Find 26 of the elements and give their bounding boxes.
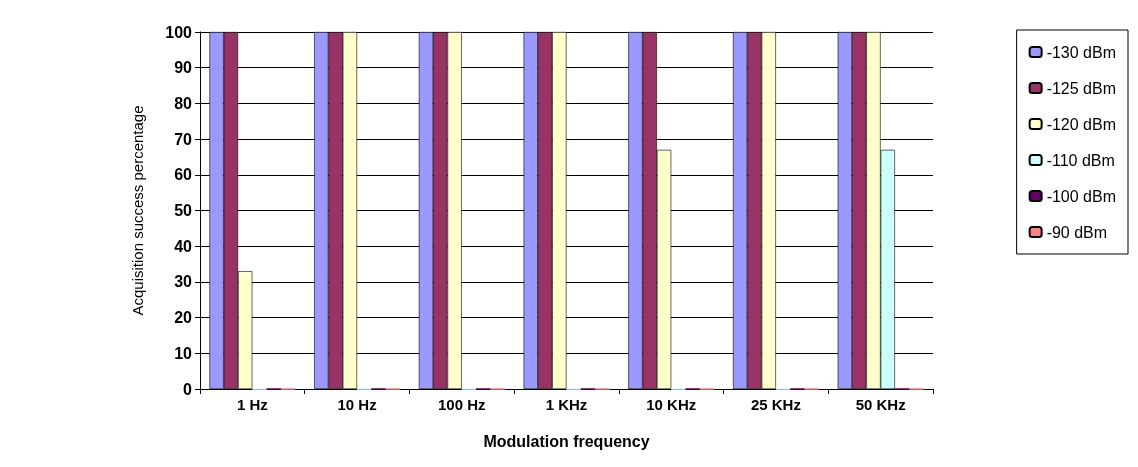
legend-label: -125 dBm [1046, 79, 1117, 97]
x-tick-label: 10 Hz [337, 396, 377, 413]
y-tick-label: 40 [174, 237, 193, 255]
x-axis-title: Modulation frequency [483, 432, 650, 450]
y-axis-title: Acquisition success percentage [129, 105, 146, 316]
y-tick-label: 90 [174, 59, 193, 77]
y-tick-label: 80 [174, 94, 193, 112]
y-tick-label: 50 [174, 202, 193, 219]
legend-label: -110 dBm [1046, 151, 1115, 169]
x-tick-label: 50 KHz [855, 396, 906, 413]
legend-label: -120 dBm [1046, 115, 1117, 133]
x-tick-label: 10 KHz [646, 396, 697, 413]
y-tick-label: 70 [174, 130, 193, 148]
x-tick-label: 1 KHz [545, 396, 588, 413]
x-tick-label: 25 KHz [750, 396, 801, 413]
legend-label: -100 dBm [1046, 187, 1117, 205]
y-tick-label: 60 [174, 166, 193, 184]
y-tick-label: 100 [165, 23, 193, 41]
x-tick-label: 100 Hz [438, 396, 486, 413]
x-tick-label: 1 Hz [236, 396, 268, 413]
legend-label: -130 dBm [1046, 43, 1117, 61]
y-tick-label: 10 [174, 344, 193, 362]
legend-label: -90 dBm [1046, 223, 1108, 241]
y-tick-label: 20 [174, 309, 193, 327]
y-tick-label: 0 [183, 380, 193, 398]
y-tick-label: 30 [174, 273, 193, 291]
